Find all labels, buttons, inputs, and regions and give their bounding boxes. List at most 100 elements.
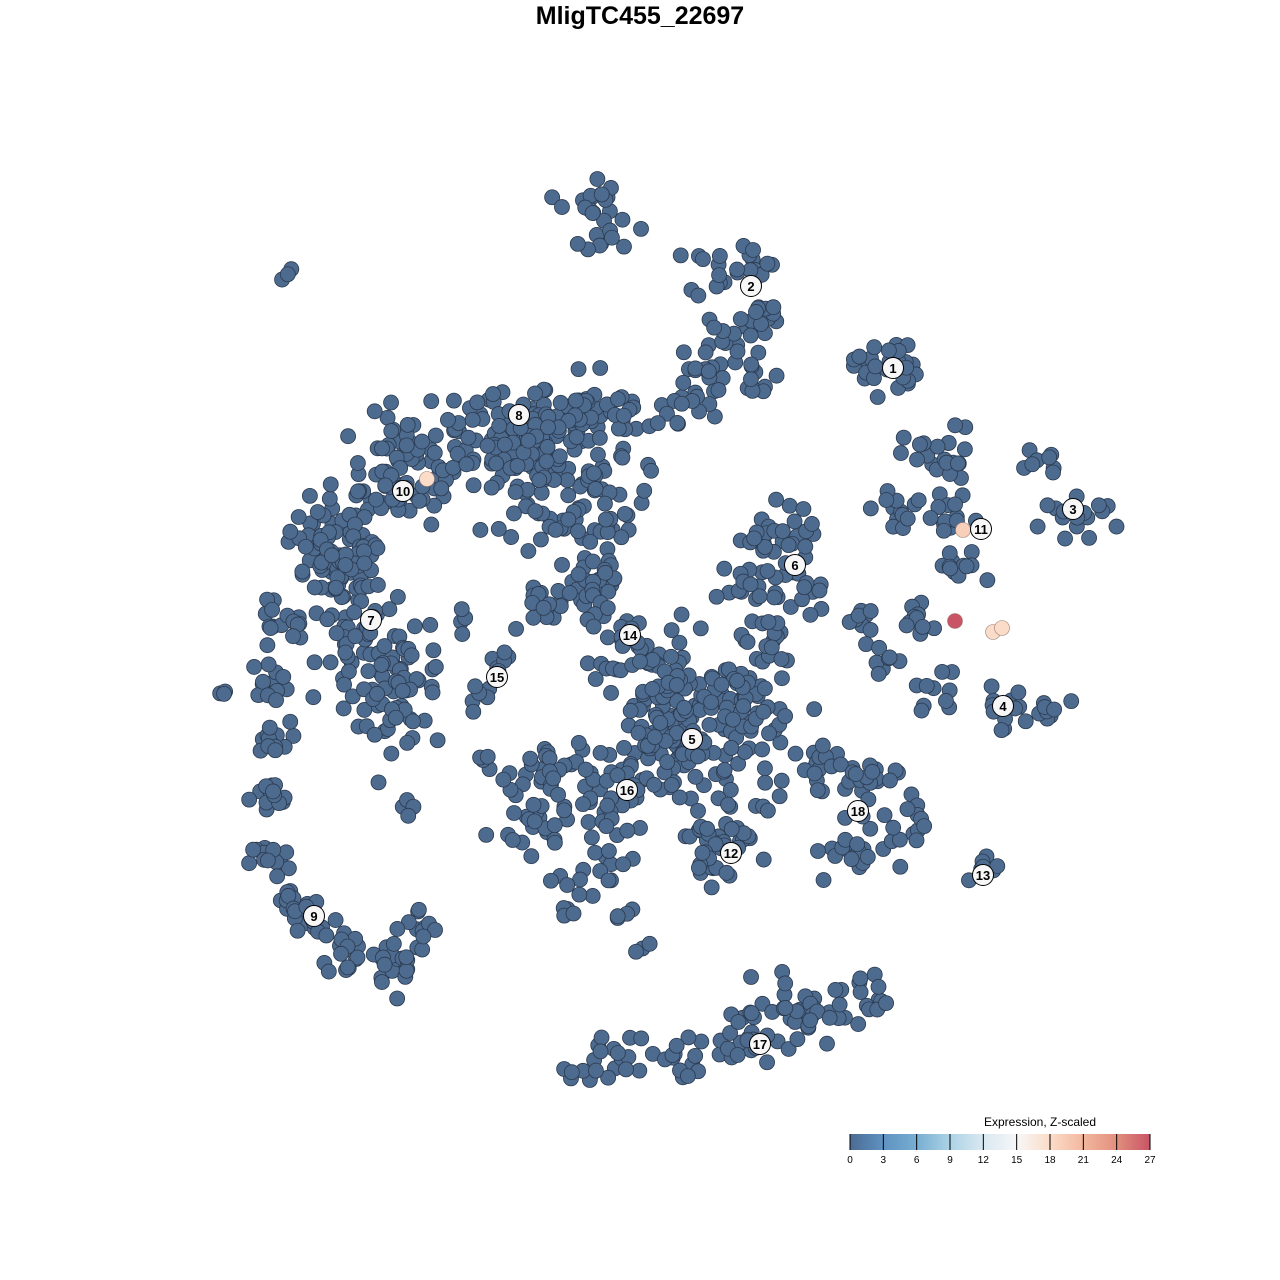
cell-point-cluster-12 xyxy=(699,820,716,837)
cell-point-cluster-8 xyxy=(469,394,486,411)
cell-point-cluster-8 xyxy=(597,511,614,528)
cell-point-cluster-8 xyxy=(460,429,477,446)
cell-point-cluster-8 xyxy=(582,534,599,550)
legend-tick-label: 18 xyxy=(1044,1155,1056,1166)
cell-point-cluster-14 xyxy=(599,629,616,646)
cell-point-cluster-5 xyxy=(774,670,790,687)
cluster-label-badge xyxy=(992,695,1014,717)
cell-point-cluster-4 xyxy=(862,603,879,619)
cell-point-cluster-17 xyxy=(852,984,869,1000)
cell-point-cluster-18 xyxy=(899,801,916,818)
cell-point-cluster-4 xyxy=(983,678,1000,695)
cell-point-cluster-8 xyxy=(617,505,633,522)
cell-point-cluster-16 xyxy=(478,826,495,843)
cell-point-cluster-3 xyxy=(1024,456,1041,473)
cell-point-cluster-17 xyxy=(593,1029,610,1046)
cell-point-cluster-16 xyxy=(601,843,617,859)
cell-point-cluster-8 xyxy=(570,361,587,378)
cell-point-cluster-11 xyxy=(929,438,946,455)
cell-point-cluster-2 xyxy=(593,186,610,203)
cluster-label-14: 14 xyxy=(623,628,638,643)
cell-point-cluster-17 xyxy=(821,1009,838,1026)
cell-point-cluster-4 xyxy=(1046,701,1063,718)
cell-point-cluster-4 xyxy=(871,639,888,656)
cell-point-cluster-9 xyxy=(339,959,356,976)
cell-point-cluster-17 xyxy=(870,978,887,995)
cell-point-cluster-5 xyxy=(646,729,663,746)
cell-point-cluster-8 xyxy=(465,477,482,494)
cell-point-cluster-18 xyxy=(814,737,831,754)
legend-tick-label: 15 xyxy=(1011,1155,1023,1166)
cell-point-cluster-5 xyxy=(644,681,661,697)
cell-point-cluster-8 xyxy=(600,583,617,600)
cell-point-cluster-12 xyxy=(694,844,711,861)
cell-point-cluster-7 xyxy=(262,620,279,636)
cell-point-cluster-17 xyxy=(563,1064,580,1081)
cluster-label-12: 12 xyxy=(724,846,738,861)
cell-point-cluster-13 xyxy=(989,858,1006,874)
cell-point-cluster-8 xyxy=(449,445,466,462)
cell-point-cluster-11 xyxy=(899,510,916,527)
cell-point-cluster-2 xyxy=(669,415,686,431)
cell-point-cluster-17 xyxy=(687,1047,704,1064)
cell-point-cluster-5 xyxy=(736,744,753,760)
cluster-label-9: 9 xyxy=(310,909,317,924)
cell-point-cluster-9 xyxy=(415,928,432,945)
cell-point-cluster-4 xyxy=(862,621,879,638)
cell-point-cluster-18 xyxy=(864,763,881,780)
cell-point-cluster-6 xyxy=(759,563,776,579)
cell-point-cluster-10 xyxy=(411,492,428,509)
cell-point-cluster-2 xyxy=(604,229,620,246)
cell-point-cluster-16 xyxy=(523,848,540,865)
cell-point-cluster-11 xyxy=(979,572,996,589)
cell-point-cluster-3 xyxy=(1039,497,1056,514)
legend-tick-label: 24 xyxy=(1111,1155,1123,1166)
cell-point-cluster-16 xyxy=(619,822,636,839)
cell-point-cluster-8 xyxy=(559,472,576,489)
cell-point-cluster-9 xyxy=(261,719,278,736)
cell-point-cluster-11 xyxy=(878,492,895,508)
cell-point-cluster-2 xyxy=(729,343,746,360)
highlighted-cell-point xyxy=(955,522,971,538)
cell-point-cluster-8 xyxy=(587,481,604,497)
cell-point-cluster-15 xyxy=(454,626,471,642)
cell-point-cluster-8 xyxy=(531,472,548,489)
cell-point-cluster-17 xyxy=(831,996,848,1013)
cell-point-cluster-11 xyxy=(922,510,939,526)
cluster-label-badge xyxy=(360,609,382,631)
cell-point-cluster-6 xyxy=(742,576,759,593)
cell-point-cluster-2 xyxy=(554,199,570,215)
cell-point-cluster-18 xyxy=(908,832,925,849)
cell-point-cluster-8 xyxy=(374,440,390,457)
cell-point-cluster-8 xyxy=(547,522,564,538)
cell-point-cluster-8 xyxy=(426,444,443,461)
cell-point-cluster-11 xyxy=(958,558,975,575)
cluster-label-4: 4 xyxy=(999,699,1007,714)
cell-point-cluster-3 xyxy=(1045,464,1061,481)
cell-point-cluster-14 xyxy=(585,618,602,635)
cell-point-cluster-12 xyxy=(723,821,740,838)
cell-point-cluster-16 xyxy=(583,829,600,846)
cell-point-cluster-8 xyxy=(560,511,577,528)
cell-point-cluster-8 xyxy=(479,437,496,454)
cell-point-cluster-8 xyxy=(614,449,631,466)
cell-point-cluster-3 xyxy=(1108,518,1125,535)
cell-point-cluster-1 xyxy=(880,342,897,359)
cell-point-cluster-6 xyxy=(796,579,813,596)
cell-point-cluster-17 xyxy=(777,1000,794,1016)
cell-point-cluster-14 xyxy=(561,585,578,601)
cell-point-cluster-8 xyxy=(585,553,601,570)
cell-point-cluster-8 xyxy=(520,432,537,449)
cell-point-cluster-6 xyxy=(760,614,777,630)
cell-point-cluster-7 xyxy=(376,638,393,654)
cell-point-cluster-18 xyxy=(892,858,909,875)
cell-point-cluster-5 xyxy=(673,606,690,623)
cell-point-cluster-7 xyxy=(429,732,446,749)
cell-point-cluster-18 xyxy=(832,756,849,773)
cell-point-cluster-5 xyxy=(761,725,777,742)
cell-point-cluster-7 xyxy=(246,659,263,675)
cell-point-cluster-3 xyxy=(1081,530,1097,546)
cell-point-cluster-14 xyxy=(599,600,616,616)
cell-point-cluster-8 xyxy=(472,522,489,538)
cell-point-cluster-7 xyxy=(336,676,353,693)
